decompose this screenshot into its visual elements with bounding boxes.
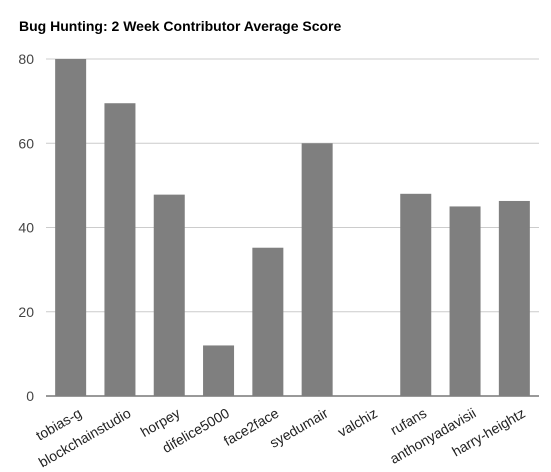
bar-tobias-g <box>55 59 87 396</box>
chart-title: Bug Hunting: 2 Week Contributor Average … <box>19 18 342 34</box>
bar-difelice5000 <box>203 345 235 396</box>
bar-face2face <box>252 247 284 396</box>
y-tick-label: 60 <box>18 135 34 151</box>
bars <box>55 59 530 396</box>
bar-harry-heightz <box>498 200 530 396</box>
y-tick-label: 20 <box>18 304 34 320</box>
bar-syedumair <box>301 143 333 396</box>
y-tick-label: 0 <box>26 388 34 404</box>
bar-anthonyadavisii <box>449 206 481 396</box>
y-axis-ticks: 0 20 40 60 80 <box>18 51 34 404</box>
x-tick-label: valchiz <box>335 405 380 440</box>
bar-blockchainstudio <box>104 103 136 396</box>
y-tick-label: 40 <box>18 220 34 236</box>
bar-horpey <box>153 194 185 396</box>
bar-rufans <box>400 193 432 396</box>
y-tick-label: 80 <box>18 51 34 67</box>
